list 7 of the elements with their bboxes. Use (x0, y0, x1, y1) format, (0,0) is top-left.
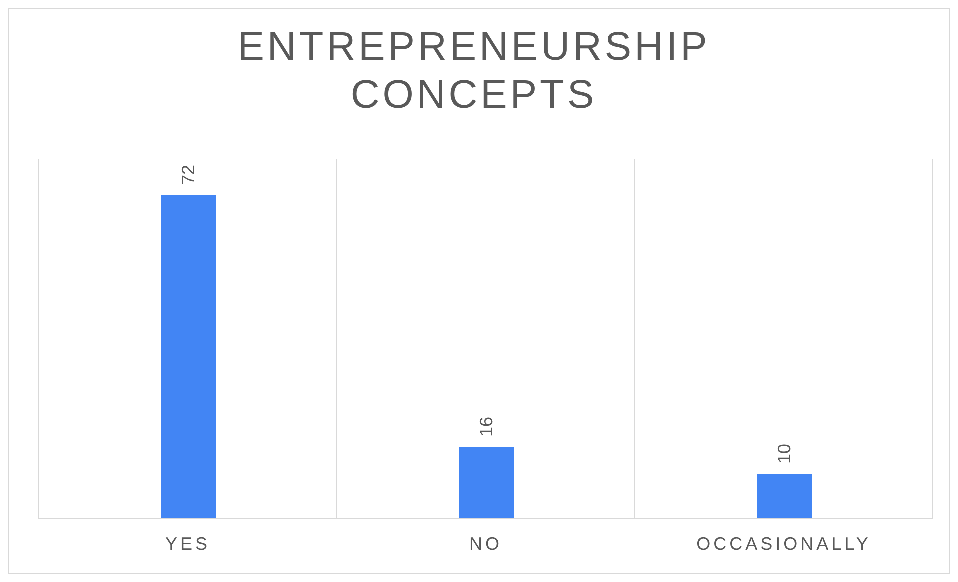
x-tick-label: OCCASIONALLY (696, 534, 872, 554)
data-label: 10 (774, 444, 794, 464)
data-label: 72 (178, 164, 198, 185)
x-tick-label: YES (165, 534, 211, 554)
data-label: 16 (476, 416, 496, 437)
chart-title: ENTREPRENEURSHIP CONCEPTS (236, 24, 712, 119)
x-tick-label: NO (470, 534, 502, 554)
